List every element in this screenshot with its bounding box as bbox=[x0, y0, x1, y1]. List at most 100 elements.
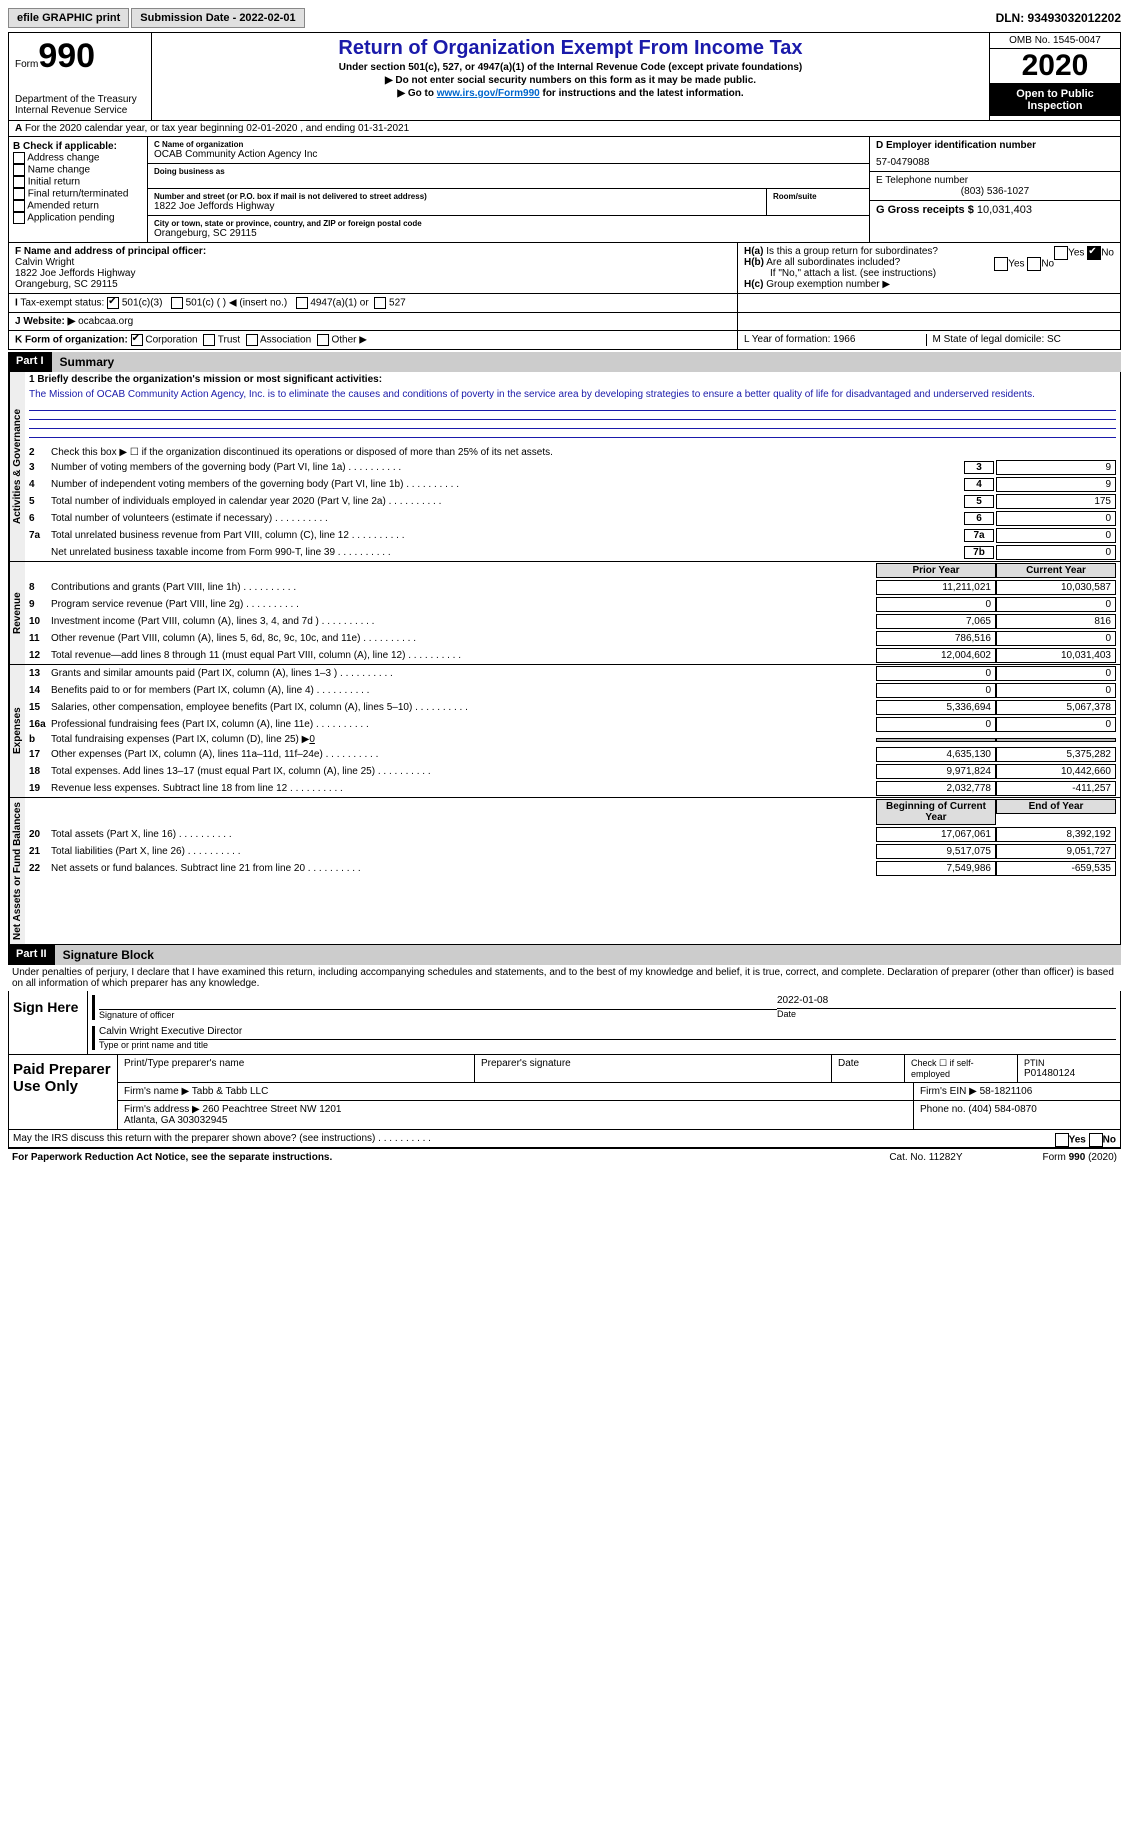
prior-17: 4,635,130 bbox=[876, 747, 996, 762]
sign-here: Sign Here bbox=[9, 991, 88, 1054]
f-label: F Name and address of principal officer: bbox=[15, 246, 206, 257]
curr-22: -659,535 bbox=[996, 861, 1116, 876]
discuss-text: May the IRS discuss this return with the… bbox=[13, 1133, 431, 1144]
b-check-5[interactable] bbox=[13, 212, 25, 224]
mission-text: The Mission of OCAB Community Action Age… bbox=[25, 387, 1120, 402]
hb-yes[interactable] bbox=[994, 257, 1008, 271]
k-label: K Form of organization: bbox=[15, 335, 128, 346]
tax-year: 2020 bbox=[990, 49, 1120, 84]
b-check-3[interactable] bbox=[13, 188, 25, 200]
line16b-val: 0 bbox=[309, 734, 315, 745]
val-3: 9 bbox=[996, 460, 1116, 475]
end-year-hdr: End of Year bbox=[996, 799, 1116, 814]
b-check-0[interactable] bbox=[13, 152, 25, 164]
city-label: City or town, state or province, country… bbox=[154, 219, 863, 228]
efile-button[interactable]: efile GRAPHIC print bbox=[8, 8, 129, 28]
ptin: P01480124 bbox=[1024, 1068, 1075, 1079]
department: Department of the Treasury Internal Reve… bbox=[15, 94, 145, 116]
form-footer: Form 990 (2020) bbox=[1043, 1152, 1117, 1163]
prior-20: 17,067,061 bbox=[876, 827, 996, 842]
prior-14: 0 bbox=[876, 683, 996, 698]
prior-10: 7,065 bbox=[876, 614, 996, 629]
part1-title: Summary bbox=[52, 352, 1121, 372]
beg-year-hdr: Beginning of Current Year bbox=[876, 799, 996, 825]
k-opt-2: Association bbox=[260, 335, 311, 346]
k-opt-0: Corporation bbox=[145, 335, 197, 346]
val-6: 0 bbox=[996, 511, 1116, 526]
room-label: Room/suite bbox=[773, 192, 863, 201]
k-opt-3: Other ▶ bbox=[331, 335, 366, 346]
gross-label: G Gross receipts $ bbox=[876, 204, 974, 216]
k-assoc[interactable] bbox=[246, 334, 258, 346]
side-balances: Net Assets or Fund Balances bbox=[9, 798, 25, 944]
dba-label: Doing business as bbox=[154, 167, 863, 176]
hb-no[interactable] bbox=[1027, 257, 1041, 271]
prior-16a: 0 bbox=[876, 717, 996, 732]
curr-17: 5,375,282 bbox=[996, 747, 1116, 762]
prior-12: 12,004,602 bbox=[876, 648, 996, 663]
b-check-2[interactable] bbox=[13, 176, 25, 188]
paid-preparer-label: Paid Preparer Use Only bbox=[9, 1055, 118, 1129]
prior-18: 9,971,824 bbox=[876, 764, 996, 779]
discuss-no[interactable] bbox=[1089, 1133, 1103, 1147]
prior-13: 0 bbox=[876, 666, 996, 681]
k-other[interactable] bbox=[317, 334, 329, 346]
prep-selfemp: Check ☐ if self-employed bbox=[905, 1055, 1018, 1082]
omb-number: OMB No. 1545-0047 bbox=[990, 33, 1120, 49]
ein: 57-0479088 bbox=[876, 157, 1114, 168]
part2-title: Signature Block bbox=[55, 945, 1121, 965]
curr-15: 5,067,378 bbox=[996, 700, 1116, 715]
k-opt-1: Trust bbox=[218, 335, 240, 346]
grey-cell-1 bbox=[876, 738, 996, 742]
hc-text: Group exemption number ▶ bbox=[766, 279, 890, 290]
officer-addr: 1822 Joe Jeffords Highway Orangeburg, SC… bbox=[15, 268, 135, 290]
instructions-link[interactable]: www.irs.gov/Form990 bbox=[437, 88, 540, 99]
curr-19: -411,257 bbox=[996, 781, 1116, 796]
officer-type-name: Calvin Wright Executive Director bbox=[99, 1026, 1116, 1037]
i-opt-3: 527 bbox=[389, 298, 406, 309]
i-527[interactable] bbox=[374, 297, 386, 309]
prior-19: 2,032,778 bbox=[876, 781, 996, 796]
k-trust[interactable] bbox=[203, 334, 215, 346]
i-501c[interactable] bbox=[171, 297, 183, 309]
b-check-4[interactable] bbox=[13, 200, 25, 212]
firm-phone: (404) 584-0870 bbox=[968, 1104, 1036, 1115]
addr-label: Number and street (or P.O. box if mail i… bbox=[154, 192, 760, 201]
j-label: Website: ▶ bbox=[23, 316, 75, 327]
i-4947[interactable] bbox=[296, 297, 308, 309]
ha-no[interactable] bbox=[1087, 246, 1101, 260]
i-label: Tax-exempt status: bbox=[20, 298, 104, 309]
curr-21: 9,051,727 bbox=[996, 844, 1116, 859]
cat-no: Cat. No. 11282Y bbox=[889, 1152, 962, 1163]
penalties: Under penalties of perjury, I declare th… bbox=[8, 965, 1121, 991]
period-text: For the 2020 calendar year, or tax year … bbox=[25, 123, 409, 134]
state-domicile: M State of legal domicile: SC bbox=[927, 334, 1115, 346]
i-opt-2: 4947(a)(1) or bbox=[310, 298, 368, 309]
curr-9: 0 bbox=[996, 597, 1116, 612]
goto-prefix: ▶ Go to bbox=[397, 88, 436, 99]
ha-yes[interactable] bbox=[1054, 246, 1068, 260]
curr-13: 0 bbox=[996, 666, 1116, 681]
ptin-label: PTIN bbox=[1024, 1058, 1114, 1068]
i-501c3[interactable] bbox=[107, 297, 119, 309]
year-formation: L Year of formation: 1966 bbox=[744, 334, 927, 346]
ha-text: Is this a group return for subordinates? bbox=[766, 246, 938, 257]
curr-18: 10,442,660 bbox=[996, 764, 1116, 779]
side-governance: Activities & Governance bbox=[9, 372, 25, 561]
top-bar: efile GRAPHIC print Submission Date - 20… bbox=[8, 8, 1121, 28]
officer-name: Calvin Wright bbox=[15, 257, 74, 268]
submission-button[interactable]: Submission Date - 2022-02-01 bbox=[131, 8, 304, 28]
i-opt-1: 501(c) ( ) ◀ (insert no.) bbox=[186, 298, 288, 309]
b-label: B Check if applicable: bbox=[13, 141, 117, 152]
line2: Check this box ▶ ☐ if the organization d… bbox=[51, 447, 1116, 458]
info-grid: B Check if applicable: Address change Na… bbox=[8, 137, 1121, 243]
k-corp[interactable] bbox=[131, 334, 143, 346]
part1-num: Part I bbox=[8, 352, 52, 372]
org-name: OCAB Community Action Agency Inc bbox=[154, 149, 863, 160]
firm-ein: 58-1821106 bbox=[980, 1086, 1033, 1097]
b-check-1[interactable] bbox=[13, 164, 25, 176]
discuss-yes[interactable] bbox=[1055, 1133, 1069, 1147]
firm-ein-label: Firm's EIN ▶ bbox=[920, 1086, 977, 1097]
hb-text: Are all subordinates included? bbox=[766, 257, 900, 268]
street-address: 1822 Joe Jeffords Highway bbox=[154, 201, 760, 212]
